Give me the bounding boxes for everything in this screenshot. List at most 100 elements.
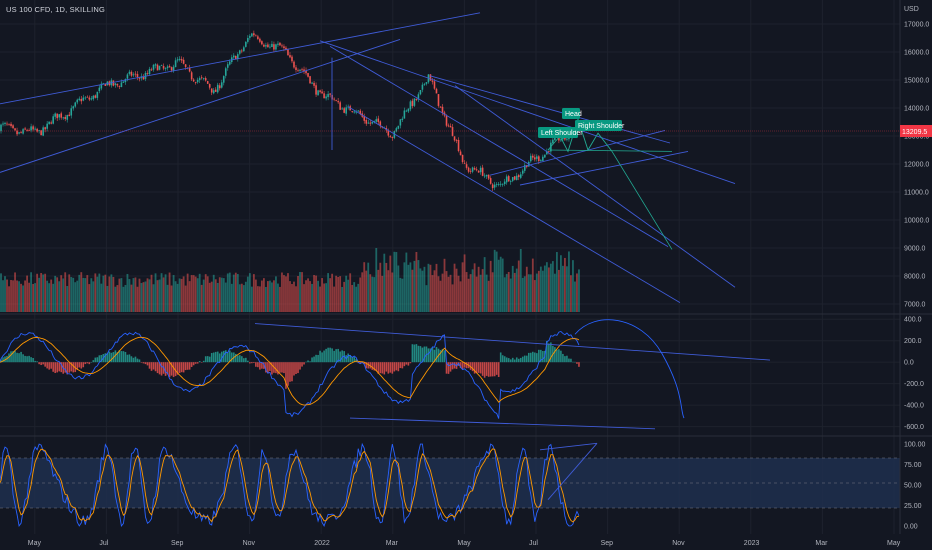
volume-bar xyxy=(18,281,20,312)
volume-bar xyxy=(172,275,175,312)
candle-body xyxy=(435,88,438,94)
volume-bar xyxy=(315,275,317,312)
right-shoulder-label[interactable]: Right Shoulder xyxy=(575,120,625,131)
volume-bar xyxy=(572,260,574,312)
volume-bar xyxy=(475,276,478,312)
volume-bar xyxy=(285,276,287,312)
time-tick-label: May xyxy=(457,540,471,547)
candle-body xyxy=(437,94,440,106)
macd-hist-bar xyxy=(68,362,71,373)
candle-body xyxy=(283,46,285,49)
volume-bar xyxy=(271,282,273,312)
macd-hist-bar xyxy=(26,356,28,363)
candle-body xyxy=(176,59,179,61)
candle-body xyxy=(174,60,177,68)
macd-hist-bar xyxy=(22,354,24,363)
macd-hist-bar xyxy=(413,344,416,363)
candle-body xyxy=(180,59,183,61)
candle-body xyxy=(200,77,203,79)
candle-body xyxy=(359,110,362,115)
candle-body xyxy=(305,70,307,74)
volume-bar xyxy=(441,273,444,312)
macd-hist-bar xyxy=(491,362,494,377)
candle-body xyxy=(509,181,512,182)
volume-bar xyxy=(453,263,456,312)
candle-body xyxy=(501,183,504,185)
candle-body xyxy=(542,156,544,161)
candle-body xyxy=(178,58,181,60)
volume-bar xyxy=(349,273,352,312)
macd-hist-bar xyxy=(222,350,225,363)
macd-histogram xyxy=(0,340,580,389)
volume-bar xyxy=(367,262,370,312)
volume-bar xyxy=(435,263,438,312)
macd-hist-bar xyxy=(469,362,472,370)
candle-body xyxy=(451,127,454,136)
candle-body xyxy=(471,167,474,172)
volume-bar xyxy=(156,280,159,312)
candle-body xyxy=(116,83,119,86)
volume-bar xyxy=(234,272,237,312)
macd-hist-bar xyxy=(317,354,319,363)
candle-body xyxy=(62,117,65,119)
last-price-tag[interactable]: 13209.5 xyxy=(900,125,932,137)
macd-hist-bar xyxy=(108,351,111,363)
candle-body xyxy=(124,79,127,83)
left-shoulder-label[interactable]: Left Shoulder xyxy=(538,127,583,138)
volume-bar xyxy=(283,275,285,312)
candle-body xyxy=(154,64,157,66)
volume-bar xyxy=(361,272,364,312)
macd-hist-bar xyxy=(367,362,370,369)
candle-body xyxy=(0,124,2,132)
macd-lines xyxy=(0,319,771,430)
candle-body xyxy=(82,97,85,101)
volume-bar xyxy=(202,279,205,312)
candle-body xyxy=(409,101,412,110)
macd-hist-bar xyxy=(235,353,237,363)
volume-bar xyxy=(254,279,257,312)
candle-body xyxy=(259,38,261,42)
macd-hist-bar xyxy=(34,360,36,363)
macd-hist-bar xyxy=(239,355,241,363)
volume-bar xyxy=(325,283,328,312)
macd-hist-bar xyxy=(172,362,175,378)
macd-hist-bar xyxy=(319,350,321,363)
volume-bar xyxy=(529,274,532,312)
candle-body xyxy=(212,90,215,94)
volume-bar xyxy=(120,278,123,312)
volume-bar xyxy=(439,280,442,312)
volume-bar xyxy=(485,274,488,312)
volume-bar xyxy=(240,283,243,312)
price-tick-label: 8000.0 xyxy=(904,274,926,281)
volume-bar xyxy=(16,280,18,312)
candle-body xyxy=(285,47,287,50)
macd-hist-bar xyxy=(355,359,358,363)
macd-hist-bar xyxy=(447,362,450,374)
candle-body xyxy=(449,125,452,128)
volume-bar xyxy=(136,286,139,312)
volume-bar xyxy=(397,265,400,312)
volume-bar xyxy=(309,281,311,312)
candle-body xyxy=(548,151,550,153)
candle-body xyxy=(104,83,107,86)
candle-body xyxy=(453,136,456,141)
candle-body xyxy=(479,167,482,173)
volume-bar xyxy=(178,278,181,312)
macd-hist-bar xyxy=(483,362,486,378)
head-label[interactable]: Head xyxy=(562,108,582,119)
macd-hist-bar xyxy=(265,362,267,373)
candle-body xyxy=(226,64,229,68)
macd-hist-bar xyxy=(421,347,424,363)
volume-bar xyxy=(256,286,259,312)
volume-bar xyxy=(509,278,512,312)
macd-hist-bar xyxy=(481,362,484,376)
volume-bar xyxy=(539,266,542,312)
volume-bar xyxy=(401,278,404,312)
volume-bar xyxy=(236,274,239,312)
macd-hist-bar xyxy=(48,362,50,370)
volume-bar xyxy=(260,280,263,312)
volume-bar xyxy=(78,274,81,312)
volume-bar xyxy=(562,265,564,312)
macd-hist-bar xyxy=(435,347,438,363)
